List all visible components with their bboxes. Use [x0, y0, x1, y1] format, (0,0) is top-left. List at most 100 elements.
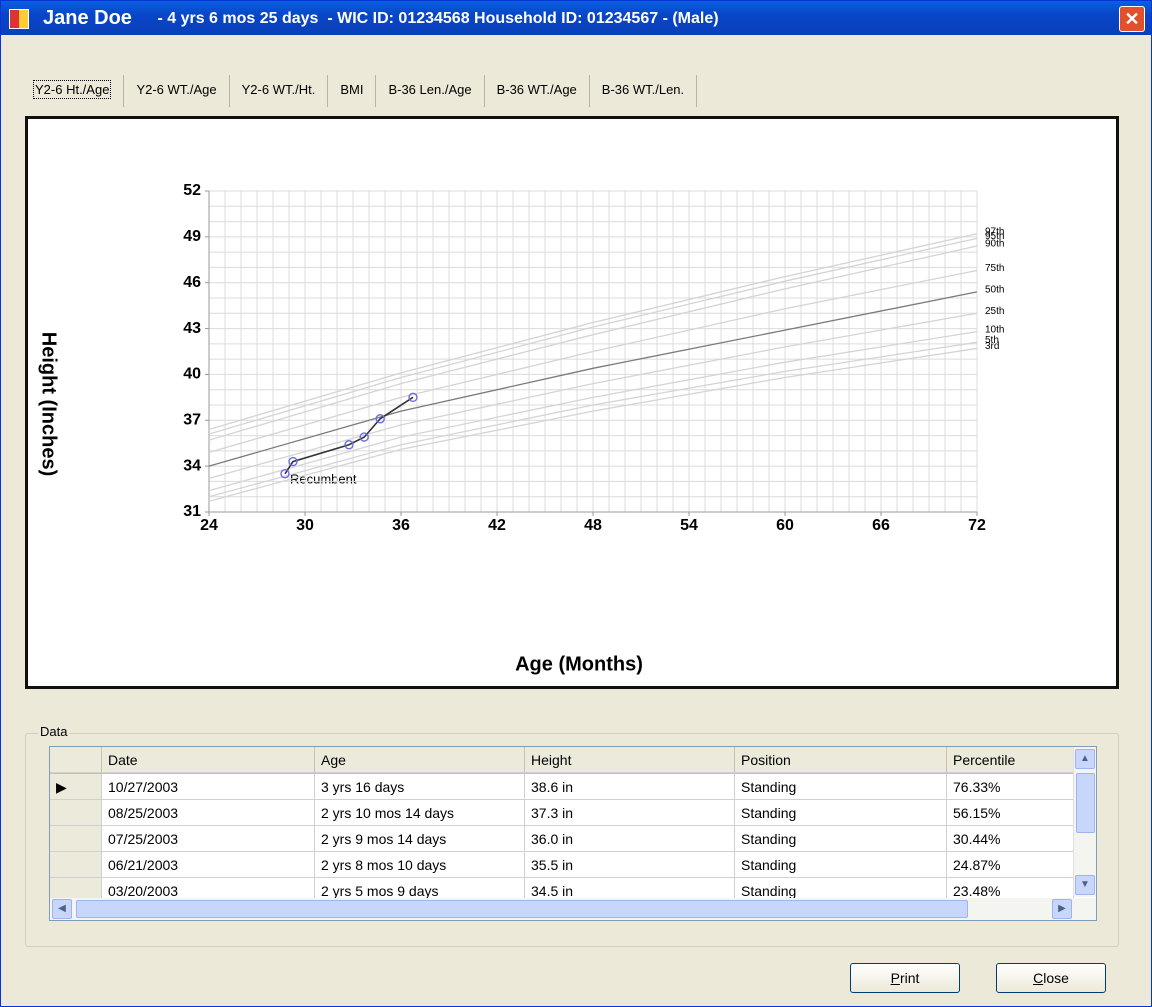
- column-header: Date: [102, 747, 315, 773]
- group-label: Data: [38, 724, 70, 739]
- x-tick-label: 66: [872, 517, 890, 534]
- y-tick-label: 37: [183, 412, 201, 429]
- measurement-point: [375, 414, 385, 424]
- scroll-left[interactable]: ◀: [52, 899, 72, 919]
- tab[interactable]: Y2-6 Ht./Age: [21, 75, 125, 107]
- vertical-scrollbar[interactable]: ▲ ▼: [1073, 747, 1096, 897]
- curve-label: 50th: [985, 285, 1004, 296]
- row-header: [50, 800, 102, 826]
- app-icon: [9, 9, 29, 29]
- curve-label: 95th: [985, 231, 1004, 242]
- tab[interactable]: Y2-6 WT./Ht.: [230, 75, 329, 107]
- cell: 24.87%: [947, 852, 1074, 878]
- row-header: [50, 747, 102, 773]
- table-row[interactable]: ▶ 10/27/2003 3 yrs 16 days 38.6 in Standing 7…: [50, 774, 1074, 800]
- annotation: Recumbent: [290, 471, 357, 486]
- measurement-point: [288, 456, 298, 467]
- table-row[interactable]: 06/21/2003 2 yrs 8 mos 10 days 35.5 in Stan…: [50, 852, 1074, 878]
- curve-label: 75th: [985, 263, 1004, 274]
- column-header: Age: [315, 747, 525, 773]
- tab-label: Y2-6 Ht./Age: [33, 80, 112, 99]
- window-title: - 4 yrs 6 mos 25 days - WIC ID: 01234568…: [153, 10, 719, 27]
- percentile-curve: [208, 233, 978, 431]
- cell: 35.5 in: [525, 852, 735, 878]
- cell: Standing: [735, 826, 947, 852]
- tab-label: Y2-6 WT./Ht.: [241, 82, 316, 97]
- percentile-curve: [208, 312, 978, 479]
- percentile-curve: [208, 347, 978, 502]
- curve-label: 3rd: [985, 341, 999, 352]
- percentile-curve: [208, 269, 978, 454]
- curve-label: 90th: [985, 239, 1004, 250]
- column-header: Percentile: [947, 747, 1074, 773]
- close-button[interactable]: Close: [996, 963, 1106, 993]
- horizontal-scrollbar[interactable]: ◀ ▶: [50, 898, 1096, 920]
- chart: Height (Inches) Age (Months) Recumbent 3…: [38, 182, 1005, 675]
- header-row: Date Age Height Position Percentile: [50, 747, 1074, 774]
- measurement-point: [408, 392, 418, 403]
- cell: 06/21/2003: [102, 852, 315, 878]
- tab-label: B-36 Len./Age: [388, 82, 472, 97]
- y-tick-label: 52: [183, 182, 201, 199]
- x-tick-label: 60: [776, 517, 794, 534]
- tab[interactable]: B-36 Len./Age: [376, 75, 485, 107]
- curve-label: 97th: [985, 226, 1004, 237]
- percentile-curve: [208, 291, 978, 467]
- patient-line: [284, 396, 414, 475]
- tab[interactable]: Y2-6 WT./Age: [124, 75, 230, 107]
- curve-label: 25th: [985, 306, 1004, 317]
- row-header: [50, 826, 102, 852]
- column-header: Position: [735, 747, 947, 773]
- title-bar: Jane Doe - 4 yrs 6 mos 25 days - WIC ID:…: [1, 1, 1151, 35]
- curve-label: 10th: [985, 324, 1004, 335]
- cell: 3 yrs 16 days: [315, 774, 525, 800]
- y-tick-label: 34: [183, 457, 201, 474]
- data-group: Data: [25, 724, 1119, 947]
- percentile-curve: [208, 237, 978, 435]
- table-row[interactable]: 08/25/2003 2 yrs 10 mos 14 days 37.3 in Sta…: [50, 800, 1074, 826]
- scroll-right[interactable]: ▶: [1052, 899, 1072, 919]
- scroll-up[interactable]: ▲: [1075, 749, 1095, 769]
- scroll-down[interactable]: ▼: [1075, 875, 1095, 895]
- y-tick-label: 40: [183, 366, 201, 383]
- table-row[interactable]: 07/25/2003 2 yrs 9 mos 14 days 36.0 in Stan…: [50, 826, 1074, 852]
- cell: Standing: [735, 800, 947, 826]
- tab-label: B-36 WT./Age: [496, 82, 577, 97]
- row-header: ▶: [50, 774, 102, 800]
- measurement-point: [359, 432, 369, 442]
- tab[interactable]: B-36 WT./Len.: [590, 75, 698, 107]
- row-header: [50, 852, 102, 878]
- column-header: Height: [525, 747, 735, 773]
- tab[interactable]: BMI: [328, 75, 377, 107]
- cell: 56.15%: [947, 800, 1074, 826]
- cell: 08/25/2003: [102, 800, 315, 826]
- cell: 10/27/2003: [102, 774, 315, 800]
- percentile-curve: [208, 330, 978, 492]
- cell: 2 yrs 8 mos 10 days: [315, 852, 525, 878]
- cell: 36.0 in: [525, 826, 735, 852]
- x-tick-label: 42: [488, 517, 506, 534]
- y-tick-label: 31: [183, 503, 201, 520]
- scroll-thumb[interactable]: [1076, 773, 1095, 833]
- chart-panel: Height (Inches) Age (Months) Recumbent 3…: [25, 116, 1119, 689]
- x-tick-label: 30: [296, 517, 314, 534]
- patient-name: Jane Doe: [43, 7, 132, 29]
- tab-label: BMI: [340, 82, 364, 97]
- scroll-thumb[interactable]: [76, 900, 968, 918]
- cell: 2 yrs 10 mos 14 days: [315, 800, 525, 826]
- cell: 2 yrs 9 mos 14 days: [315, 826, 525, 852]
- cell: 76.33%: [947, 774, 1074, 800]
- measurement-point: [344, 440, 354, 450]
- tab[interactable]: B-36 WT./Age: [485, 75, 590, 107]
- close-window[interactable]: ✕: [1119, 6, 1145, 32]
- x-axis-label: Age (Months): [515, 653, 643, 675]
- cell: Standing: [735, 852, 947, 878]
- measurement-point: [280, 469, 290, 479]
- x-tick-label: 36: [392, 517, 410, 534]
- tab-label: B-36 WT./Len.: [601, 82, 685, 97]
- print-button[interactable]: Print: [850, 963, 960, 993]
- x-tick-label: 54: [680, 517, 698, 534]
- percentile-curve: [208, 245, 978, 441]
- y-tick-label: 46: [183, 274, 201, 291]
